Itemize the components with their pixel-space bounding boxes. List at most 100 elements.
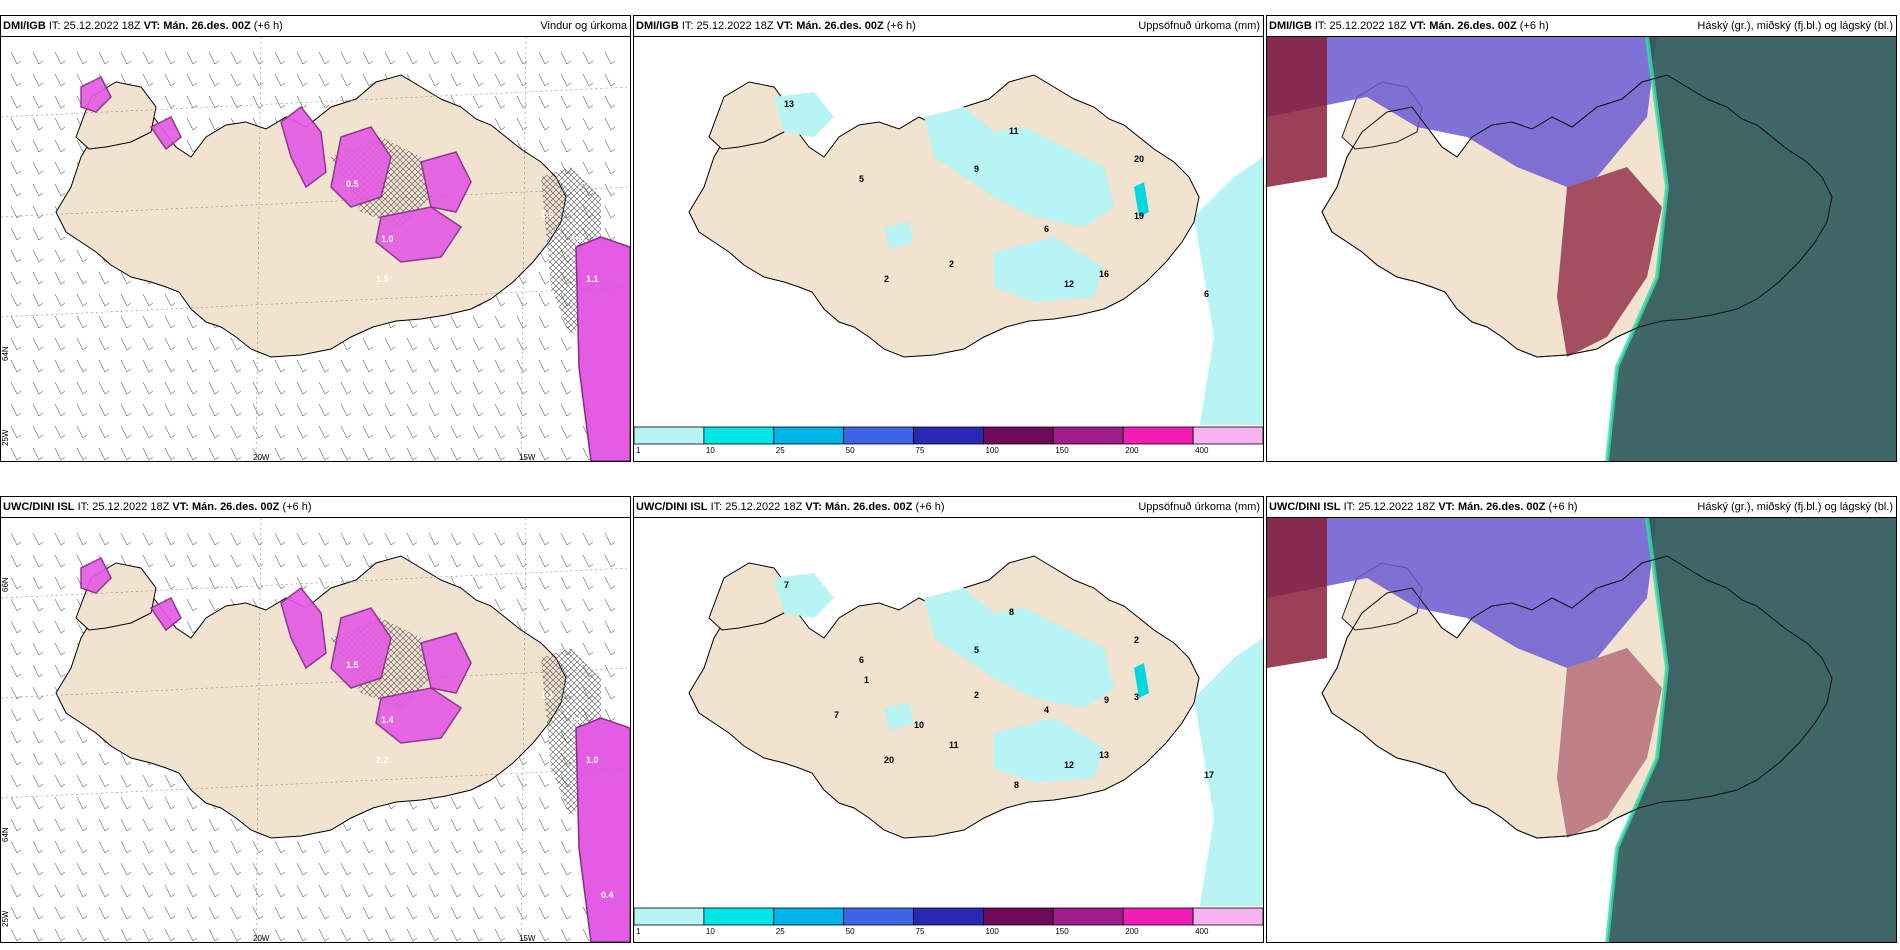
legend-label: 100 xyxy=(985,927,999,936)
panel-title: Háský (gr.), miðský (fj.bl.) og lágský (… xyxy=(1697,501,1893,513)
panel-header: DMI/IGB IT: 25.12.2022 18Z VT: Mán. 26.d… xyxy=(1267,16,1896,37)
valid-time: Mán. 26.des. 00Z xyxy=(1429,20,1517,32)
legend-label: 400 xyxy=(1195,446,1209,455)
cloud-panel-dmi: DMI/IGB IT: 25.12.2022 18Z VT: Mán. 26.d… xyxy=(1266,15,1897,462)
lead-time: (+6 h) xyxy=(886,20,916,32)
legend-swatch xyxy=(983,426,1054,445)
panel-title: Uppsöfnuð úrkoma (mm) xyxy=(1138,501,1260,513)
precip-area xyxy=(575,236,630,461)
tick-y: 66N xyxy=(1,577,10,592)
legend-colorbar xyxy=(634,907,1263,926)
low-cloud xyxy=(1267,518,1327,668)
legend-swatch xyxy=(983,907,1054,926)
map-canvas: 1.0 1.1 2.2 1.4 1.5 2.0 0.4 xyxy=(1,518,630,942)
legend-swatch xyxy=(913,426,984,445)
precip-area xyxy=(149,115,182,151)
legend-swatch xyxy=(1052,426,1124,445)
map-value-label: 19 xyxy=(1134,211,1144,221)
map-value-label: 7 xyxy=(834,710,839,720)
sea-precip xyxy=(1194,638,1263,942)
legend-label: 25 xyxy=(775,446,785,455)
map-canvas: 13 11 20 9 5 6 19 2 2 12 16 6 xyxy=(688,74,1263,461)
precip-area xyxy=(420,632,472,694)
tick-y: 25W xyxy=(1,910,10,927)
graticule-line xyxy=(255,37,262,461)
precip-area-heavy xyxy=(1134,182,1149,217)
model-name: UWC/DINI ISL xyxy=(3,501,75,513)
map-value-label: 1.1 xyxy=(586,274,599,284)
tick-x: 20W xyxy=(253,453,270,462)
map-value-label: 5 xyxy=(974,645,979,655)
legend-label: 150 xyxy=(1055,927,1069,936)
map-value-label: 0.5 xyxy=(346,179,359,189)
map-value-label: 7 xyxy=(784,580,789,590)
high-cloud xyxy=(1607,37,1896,461)
model-name: DMI/IGB xyxy=(1269,20,1312,32)
precip-area xyxy=(994,718,1104,783)
map-value-label: 8 xyxy=(1014,780,1019,790)
legend-swatch xyxy=(1052,907,1124,926)
map-value-label: 1.5 xyxy=(376,274,389,284)
coastline xyxy=(1321,555,1833,839)
map-value-label: 10 xyxy=(914,720,924,730)
graticule-line xyxy=(520,518,527,942)
legend-label: 1 xyxy=(636,446,641,455)
init-time: 25.12.2022 18Z xyxy=(696,20,774,32)
valid-time: Mán. 26.des. 00Z xyxy=(163,20,251,32)
precip-area xyxy=(774,573,834,618)
map-canvas xyxy=(1267,37,1896,461)
init-time: 25.12.2022 18Z xyxy=(725,501,803,513)
it-label: IT: xyxy=(48,20,61,32)
map-value-label: 11 xyxy=(1009,126,1019,136)
map-value-label: 16 xyxy=(1099,269,1109,279)
precip-legend: 1 10 25 50 75 100 150 200 400 xyxy=(634,906,1263,942)
map-value-label: 9 xyxy=(974,164,979,174)
precip-area xyxy=(575,717,630,942)
tick-x: 15W xyxy=(519,453,536,462)
map-value-label: 2 xyxy=(949,259,954,269)
map-value-label: 13 xyxy=(1099,750,1109,760)
vt-label: VT: xyxy=(1438,501,1455,513)
vt-label: VT: xyxy=(1409,20,1427,32)
lead-time: (+6 h) xyxy=(282,501,312,513)
init-time: 25.12.2022 18Z xyxy=(1358,501,1436,513)
legend-label: 25 xyxy=(775,927,785,936)
init-time: 25.12.2022 18Z xyxy=(92,501,170,513)
cloud-edge xyxy=(1605,518,1670,942)
precip-area xyxy=(149,596,182,632)
panel-header: DMI/IGB IT: 25.12.2022 18Z VT: Mán. 26.d… xyxy=(634,16,1263,37)
precip-panel-dmi: DMI/IGB IT: 25.12.2022 18Z VT: Mán. 26.d… xyxy=(633,15,1264,462)
precip-area xyxy=(80,75,112,113)
tick-y: 64N xyxy=(1,346,10,361)
graticule-line xyxy=(255,518,262,942)
legend-label: 150 xyxy=(1055,446,1069,455)
legend-swatch xyxy=(634,426,705,445)
sea-precip xyxy=(1194,157,1263,461)
precip-panel-uwc: UWC/DINI ISL IT: 25.12.2022 18Z VT: Mán.… xyxy=(633,496,1264,943)
map-value-label: 4 xyxy=(1044,705,1049,715)
map-value-label: 1.5 xyxy=(571,234,584,244)
coastline xyxy=(1321,74,1833,358)
map-value-label: 1.4 xyxy=(381,715,394,725)
precip-area xyxy=(924,107,1114,227)
it-label: IT: xyxy=(1343,501,1356,513)
vt-label: VT: xyxy=(776,20,794,32)
model-name: UWC/DINI ISL xyxy=(636,501,708,513)
vt-label: VT: xyxy=(172,501,189,513)
graticule-line xyxy=(520,37,527,461)
low-cloud xyxy=(1267,37,1327,187)
map-value-label: 17 xyxy=(1204,770,1214,780)
panel-header: UWC/DINI ISL IT: 25.12.2022 18Z VT: Mán.… xyxy=(1267,497,1896,518)
valid-time: Mán. 26.des. 00Z xyxy=(1457,501,1546,513)
legend-swatch xyxy=(1122,426,1194,445)
map-value-label: 1 xyxy=(864,675,869,685)
panel-title: Háský (gr.), miðský (fj.bl.) og lágský (… xyxy=(1697,20,1893,32)
cloud-edge xyxy=(1605,37,1670,461)
panel-title: Vindur og úrkoma xyxy=(540,20,627,32)
legend-label: 200 xyxy=(1125,927,1139,936)
map-value-label: 6 xyxy=(1204,289,1209,299)
it-label: IT: xyxy=(1314,20,1327,32)
legend-swatch xyxy=(843,907,914,926)
map-value-label: 6 xyxy=(1044,224,1049,234)
map-value-label: 1.0 xyxy=(381,234,394,244)
